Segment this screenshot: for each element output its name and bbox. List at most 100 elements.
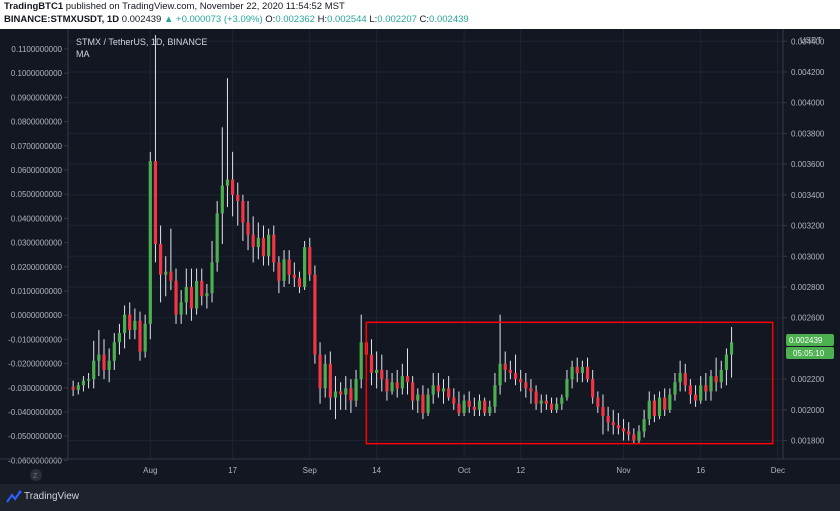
candle-body (467, 400, 471, 407)
candle-down (436, 373, 440, 398)
candle-up (657, 391, 662, 420)
candle-up (431, 373, 435, 404)
candle-body (565, 379, 569, 398)
legend-title: STMX / TetherUS, 1D, BINANCE (76, 37, 207, 47)
candle-body (699, 385, 703, 401)
candle-up (323, 354, 327, 398)
candle-body (282, 259, 286, 281)
candle-body (642, 419, 646, 432)
candle-down (596, 391, 600, 413)
candle-up (570, 360, 574, 389)
candle-up (164, 256, 168, 297)
candle-body (267, 234, 271, 257)
candle-up (565, 369, 569, 401)
candle-body (601, 406, 605, 416)
right-price-axis[interactable]: 0.004400 0.004200 0.004000 0.003800 0.003600… (783, 37, 825, 446)
candle-body (416, 394, 420, 401)
candle-down (272, 225, 276, 272)
candle-up (148, 151, 152, 340)
candle-body (349, 388, 353, 401)
close-label: C: (419, 14, 430, 25)
candle-body (400, 376, 404, 389)
tradingview-logo-icon[interactable] (6, 490, 22, 504)
right-axis-tick-label: 0.001800 (791, 437, 825, 446)
low-label: L: (369, 14, 378, 25)
publish-info: TradingBTC1 published on TradingView.com… (4, 1, 345, 12)
candle-body (128, 314, 132, 330)
candle-body (704, 385, 708, 392)
time-axis-tick-label: Aug (143, 466, 157, 475)
left-axis-tick-label: 0.0300000000 (11, 239, 63, 248)
candle-body (580, 366, 584, 373)
scale-mode-button[interactable] (30, 469, 42, 481)
candle-body (585, 366, 590, 380)
candle-down (524, 373, 528, 398)
candle-body (117, 333, 122, 343)
candle-body (179, 302, 183, 315)
candle-body (339, 391, 343, 395)
candle-up (441, 379, 446, 404)
candle-body (488, 406, 492, 413)
candle-up (673, 373, 677, 401)
author-name[interactable]: TradingBTC1 (4, 1, 64, 12)
candle-down (246, 201, 250, 251)
left-price-axis[interactable]: 0.1100000000 0.1000000000 0.0900000000 0.08… (8, 45, 68, 465)
candle-down (328, 351, 332, 410)
candle-down (153, 35, 158, 263)
candle-body (81, 380, 86, 386)
candle-up (699, 376, 703, 404)
candle-body (112, 342, 116, 361)
candle-down (395, 369, 399, 398)
legend-indicator[interactable]: MA (76, 49, 90, 59)
candle-down (467, 391, 471, 413)
candle-down (236, 182, 240, 226)
candle-up (220, 127, 224, 244)
open-label: O: (265, 14, 276, 25)
candle-body (333, 391, 338, 398)
candle-body (195, 280, 199, 309)
candle-up (493, 373, 497, 413)
time-axis-tick-label: Nov (616, 466, 630, 475)
candle-down (421, 385, 425, 420)
right-axis-tick-label: 0.003800 (791, 129, 825, 138)
axis-unit-label: USDT (800, 36, 822, 45)
candle-body (606, 416, 610, 423)
candle-up (225, 78, 230, 208)
candle-body (436, 385, 440, 392)
candle-body (164, 271, 168, 275)
candle-body (678, 373, 682, 383)
candle-body (421, 394, 425, 413)
candle-body (71, 386, 75, 390)
time-axis[interactable]: Aug 17 Sep 14 Oct 12 Nov 16 Dec (143, 466, 785, 475)
candle-body (596, 397, 600, 407)
candle-body (611, 422, 615, 426)
candle-up (205, 283, 209, 309)
last-price: 0.002439 (121, 14, 162, 25)
candle-body (637, 431, 641, 441)
countdown-badge-value: 05:05:10 (793, 349, 825, 358)
candle-down (688, 379, 693, 404)
candle-down (529, 379, 533, 404)
candle-body (493, 385, 497, 407)
price-change: +0.000073 (+3.09%) (176, 14, 263, 25)
published-text: published on TradingView.com, November 2… (63, 1, 345, 12)
candle-body (189, 287, 194, 309)
candle-up (488, 400, 492, 416)
candle-body (220, 185, 224, 214)
candle-down (621, 419, 626, 441)
time-axis-tick-label: Sep (303, 466, 318, 475)
candle-body (158, 244, 163, 275)
candle-body (318, 354, 322, 389)
candlestick-chart[interactable]: 0.1100000000 0.1000000000 0.0900000000 0.08… (0, 29, 840, 484)
candle-up (195, 268, 199, 315)
candle-up (86, 373, 91, 389)
chart-area[interactable]: 0.1100000000 0.1000000000 0.0900000000 0.08… (0, 29, 840, 484)
tradingview-brand[interactable]: TradingView (24, 491, 80, 502)
right-axis-tick-label: 0.003400 (791, 191, 825, 200)
candle-up (81, 376, 86, 392)
candle-up (498, 314, 502, 395)
candle-body (508, 369, 512, 373)
candle-body (148, 161, 152, 324)
candle-body (292, 274, 296, 278)
candle-body (503, 363, 507, 370)
